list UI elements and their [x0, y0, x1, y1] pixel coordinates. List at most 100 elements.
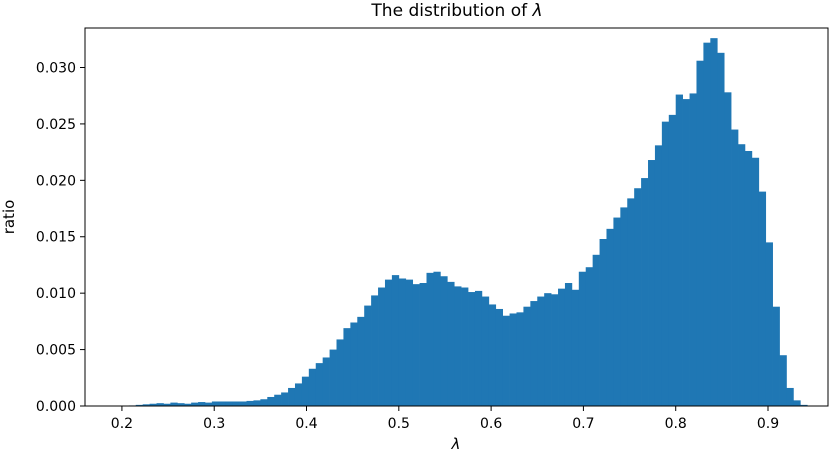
histogram-bar — [779, 355, 787, 406]
histogram-bar — [142, 404, 150, 406]
histogram-bar — [592, 254, 600, 406]
x-axis-label: λ — [451, 435, 461, 453]
histogram-bar — [301, 376, 310, 406]
histogram-bar — [661, 121, 670, 407]
histogram-bar — [149, 403, 157, 406]
histogram-bar — [170, 402, 178, 406]
y-tick-label: 0.000 — [36, 399, 76, 415]
histogram-bar — [156, 403, 164, 406]
histogram-bar — [336, 339, 344, 406]
x-tick-label: 0.3 — [203, 416, 225, 432]
histogram-bar — [232, 401, 240, 406]
plot-frame — [84, 27, 829, 407]
histogram-bar — [744, 150, 753, 406]
x-axis-ticks: 0.2 0.3 0.4 0.5 0.6 0.7 0.8 0.9 — [111, 406, 779, 432]
histogram-bar — [481, 296, 490, 406]
y-tick-label: 0.020 — [36, 173, 76, 189]
histogram-bar — [724, 92, 732, 406]
y-axis-label: ratio — [0, 200, 18, 235]
y-tick-label: 0.010 — [36, 286, 76, 302]
histogram-bar — [329, 349, 337, 406]
histogram-bar — [564, 283, 573, 406]
histogram-bar — [786, 387, 794, 406]
histogram-bar — [288, 387, 296, 406]
histogram-bar — [509, 313, 517, 406]
histogram-bar — [440, 276, 448, 406]
histogram-bar — [294, 383, 303, 406]
histogram-bar — [634, 188, 642, 406]
histogram-bar — [398, 278, 407, 406]
histogram-bar — [384, 279, 393, 406]
histogram-bar — [668, 114, 677, 406]
histogram-bar — [274, 394, 282, 406]
histogram-bar — [585, 267, 593, 406]
y-tick-label: 0.005 — [36, 343, 76, 359]
histogram-bar — [800, 404, 808, 406]
histogram-bar — [405, 279, 414, 406]
histogram-bar — [703, 42, 711, 407]
histogram-bar — [627, 198, 635, 406]
histogram-bar — [461, 287, 469, 406]
histogram-bar — [391, 275, 400, 406]
histogram-bar — [177, 403, 185, 406]
histogram-bar — [488, 304, 497, 406]
histogram-bar — [606, 228, 614, 406]
histogram-bar — [350, 322, 358, 406]
histogram-bar — [468, 292, 476, 406]
histogram-bar — [648, 160, 656, 406]
histogram-bar — [426, 272, 434, 406]
histogram-bar — [412, 284, 420, 406]
histogram-bar — [211, 401, 220, 406]
histogram-bar — [765, 242, 773, 406]
x-tick-label: 0.4 — [295, 416, 317, 432]
x-tick-label: 0.8 — [665, 416, 687, 432]
x-tick-label: 0.5 — [388, 416, 410, 432]
histogram-bar — [738, 144, 746, 406]
histogram-bar — [530, 301, 538, 406]
histogram-bar — [191, 402, 199, 406]
histogram-bar — [599, 239, 607, 406]
histogram-bar — [267, 396, 275, 406]
histogram-bar — [378, 287, 386, 406]
histogram-bar — [260, 399, 268, 406]
histogram-bar — [641, 178, 649, 406]
histogram-bar — [551, 294, 559, 406]
histogram-bar — [578, 271, 587, 406]
histogram-bar — [654, 145, 663, 406]
histogram-bar — [731, 129, 739, 407]
histogram-bar — [246, 400, 254, 406]
histogram-bar — [218, 401, 227, 406]
histogram-bar — [571, 289, 580, 406]
histogram-bar — [357, 316, 365, 406]
histogram-bar — [689, 93, 697, 406]
histogram-bar — [225, 401, 234, 406]
histogram-bar — [204, 402, 213, 406]
histogram-bar — [717, 52, 725, 406]
y-tick-label: 0.015 — [36, 230, 76, 246]
chart-title: The distribution of λ — [370, 1, 542, 21]
histogram-bar — [758, 191, 767, 406]
histogram-bar — [135, 404, 144, 406]
histogram-bar — [419, 283, 427, 406]
histogram-bar — [696, 60, 704, 406]
histogram-bar — [322, 357, 330, 406]
histogram-bar — [682, 99, 690, 406]
bars-group — [121, 38, 808, 407]
histogram-bar — [537, 296, 545, 406]
histogram-bar — [184, 403, 192, 406]
histogram-bar — [613, 217, 621, 406]
histogram-bar — [523, 306, 531, 406]
histogram-bar — [675, 94, 683, 406]
histogram-bar — [495, 308, 503, 406]
histogram-bar — [447, 281, 455, 406]
x-tick-label: 0.7 — [572, 416, 594, 432]
histogram-bar — [544, 293, 552, 406]
histogram-bar — [710, 38, 718, 406]
x-tick-label: 0.2 — [111, 416, 133, 432]
histogram-bar — [516, 312, 524, 406]
histogram-bar — [371, 295, 379, 406]
histogram-bar — [198, 402, 206, 406]
histogram-bar — [751, 157, 760, 406]
x-tick-label: 0.6 — [480, 416, 502, 432]
